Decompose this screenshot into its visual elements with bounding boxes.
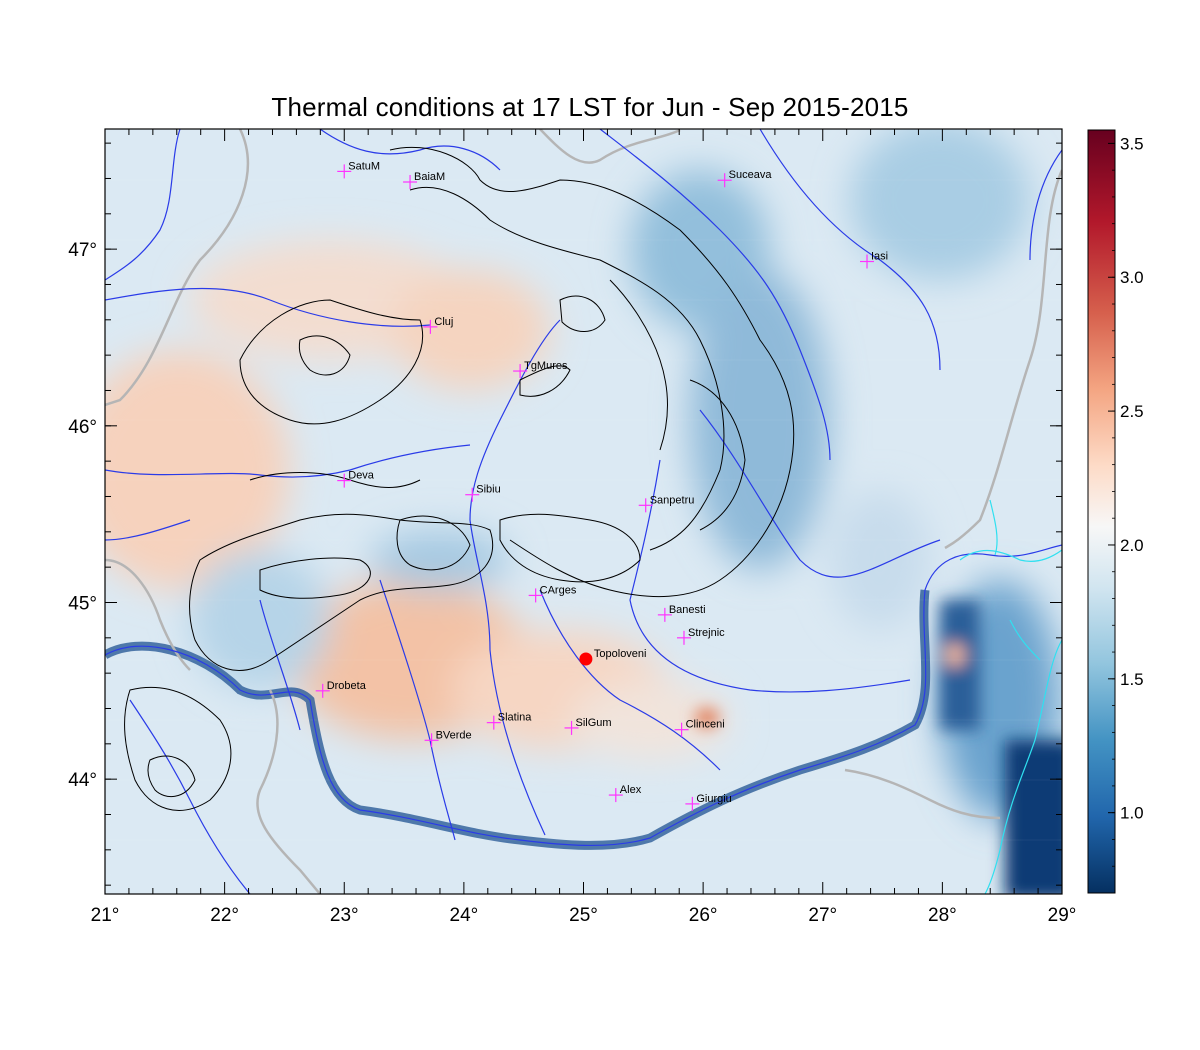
lon-tick-label: 28° <box>928 905 957 926</box>
city-label: SilGum <box>576 717 612 729</box>
lat-tick-label: 44° <box>68 770 97 791</box>
lon-tick-label: 21° <box>91 905 120 926</box>
city-marker: Iasi <box>860 251 888 269</box>
country-borders <box>105 129 1062 894</box>
city-marker: Sibiu <box>465 484 501 502</box>
rivers <box>105 129 1062 894</box>
city-marker: SatuM <box>337 160 380 179</box>
lon-tick-label: 24° <box>450 905 479 926</box>
city-label: Slatina <box>498 712 533 724</box>
elevation-contours <box>124 146 795 811</box>
lon-tick-label: 26° <box>689 905 718 926</box>
city-marker: Drobeta <box>315 680 367 698</box>
lon-tick-label: 25° <box>569 905 598 926</box>
city-label: Suceava <box>729 169 773 181</box>
lon-tick-label: 29° <box>1048 905 1077 926</box>
longitude-ticks: 21° 22° 23° 24° 25° 26° 27° 28° 29° <box>91 129 1077 926</box>
colorbar-ticks: 1.0 1.5 2.0 2.5 3.0 3.5 <box>1108 134 1144 867</box>
lat-tick-label: 45° <box>68 593 97 614</box>
colorbar-tick-label: 3.5 <box>1120 134 1144 153</box>
coastline <box>959 499 1062 894</box>
city-marker: TgMures <box>513 360 568 379</box>
city-label: SatuM <box>348 160 380 172</box>
lat-tick-label: 47° <box>68 240 97 261</box>
highlight-label: Topoloveni <box>594 648 647 660</box>
city-marker: Deva <box>337 470 375 488</box>
city-marker: Alex <box>608 784 642 803</box>
colorbar-tick-label: 1.5 <box>1120 670 1144 689</box>
city-label: Deva <box>348 470 375 482</box>
city-marker: Giurgiu <box>685 793 732 811</box>
city-label: Iasi <box>871 251 888 263</box>
city-label: Strejnic <box>688 627 725 639</box>
city-label: Alex <box>620 784 642 796</box>
latitude-ticks: 44° 45° 46° 47° <box>68 142 1062 886</box>
city-label: Drobeta <box>327 680 367 692</box>
city-label: TgMures <box>524 360 568 372</box>
highlight-dot <box>579 652 593 666</box>
city-label: CArges <box>540 584 577 596</box>
chart-title: Thermal conditions at 17 LST for Jun - S… <box>271 92 909 122</box>
city-marker: Banesti <box>657 604 706 622</box>
highlight-marker: Topoloveni <box>579 648 646 666</box>
city-label: BaiaM <box>414 171 445 183</box>
colorbar-tick-label: 1.0 <box>1120 804 1144 823</box>
lat-tick-label: 46° <box>68 417 97 438</box>
city-label: Banesti <box>669 604 706 616</box>
city-marker: Cluj <box>423 316 453 334</box>
city-label: BVerde <box>436 729 472 741</box>
city-marker: Slatina <box>486 712 533 730</box>
city-label: Sibiu <box>476 484 500 496</box>
city-label: Sanpetru <box>650 494 695 506</box>
city-marker: Suceava <box>717 169 773 188</box>
colorbar-tick-label: 2.0 <box>1120 536 1144 555</box>
lon-tick-label: 22° <box>210 905 239 926</box>
lon-tick-label: 27° <box>808 905 837 926</box>
city-marker: Strejnic <box>676 627 725 645</box>
map-frame: 21° 22° 23° 24° 25° 26° 27° 28° 29° 44° 45° 46° 47° <box>68 128 1077 926</box>
colorbar-tick-label: 3.0 <box>1120 268 1144 287</box>
colorbar: 1.0 1.5 2.0 2.5 3.0 3.5 <box>1087 129 1144 894</box>
city-markers: SatuM BaiaM Suceava Iasi Cluj TgMures Deva Sibi… <box>315 160 888 811</box>
city-marker: Clinceni <box>674 719 725 737</box>
city-marker: Sanpetru <box>638 494 695 513</box>
city-label: Giurgiu <box>696 793 731 805</box>
city-label: Clinceni <box>686 719 725 731</box>
city-label: Cluj <box>434 316 453 328</box>
city-marker: CArges <box>528 584 577 603</box>
colorbar-tick-label: 2.5 <box>1120 402 1144 421</box>
city-marker: BaiaM <box>403 171 445 190</box>
city-marker: BVerde <box>424 729 472 748</box>
lon-tick-label: 23° <box>330 905 359 926</box>
city-marker: SilGum <box>564 717 612 735</box>
